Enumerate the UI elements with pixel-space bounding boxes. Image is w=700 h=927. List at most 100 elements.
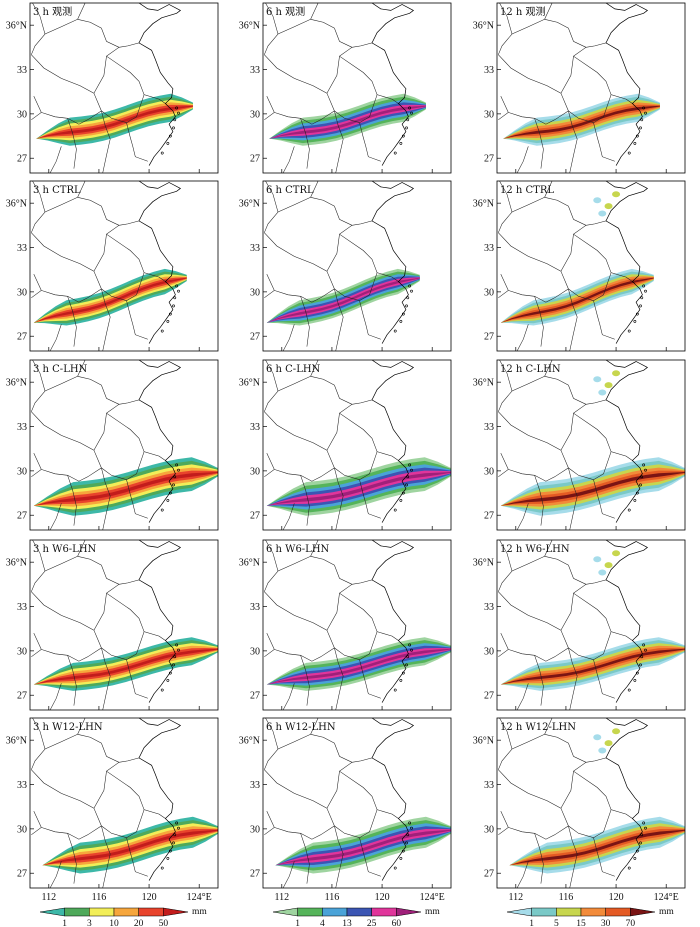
province-border — [277, 197, 335, 213]
lat-tick-label: 36°N — [473, 558, 494, 569]
province-border — [266, 273, 275, 291]
island — [168, 312, 172, 316]
province-border — [534, 475, 544, 526]
colorbar-unit: mm — [192, 907, 207, 917]
province-border — [326, 584, 353, 631]
rain-band-level-5 — [33, 648, 218, 685]
rain-band-level-6 — [33, 472, 218, 506]
province-border — [326, 630, 378, 660]
lon-tick-label: 116 — [325, 892, 340, 903]
panel-frame — [496, 359, 686, 531]
province-border — [33, 452, 42, 470]
lat-tick-label: 30 — [17, 466, 27, 477]
coastline — [605, 540, 649, 703]
province-border — [49, 503, 62, 530]
lat-tick-label: 36°N — [6, 736, 27, 747]
rain-band-level-5 — [503, 104, 660, 139]
province-border — [516, 861, 529, 888]
colorbar-level-label: 25 — [367, 919, 377, 927]
province-border — [49, 324, 62, 351]
province-border — [106, 55, 166, 104]
province-border — [101, 385, 140, 405]
island — [399, 857, 403, 860]
lat-tick-label: 27 — [250, 154, 260, 165]
province-border — [282, 861, 295, 888]
province-border — [498, 360, 513, 412]
island — [166, 857, 170, 860]
lat-tick-label: 30 — [17, 646, 27, 657]
island — [410, 289, 413, 293]
panel-label: 3 h C-LHN — [33, 364, 88, 375]
province-border — [359, 659, 381, 699]
province-border — [534, 833, 544, 884]
province-border — [544, 540, 553, 557]
island — [173, 655, 177, 659]
island — [168, 491, 172, 495]
province-border — [339, 412, 399, 461]
island — [627, 151, 631, 155]
island — [405, 841, 408, 845]
colorbar-swatch — [39, 907, 65, 917]
lat-tick-label: 36°N — [473, 199, 494, 210]
lat-tick-label: 36°N — [239, 21, 260, 32]
island — [405, 663, 408, 667]
colorbar-level-label: 50 — [159, 919, 169, 927]
province-border — [31, 467, 102, 482]
colorbar-level-label: 1 — [62, 919, 67, 927]
island — [401, 312, 405, 316]
province-border — [498, 718, 513, 770]
province-border — [33, 273, 42, 291]
province-border — [326, 450, 378, 480]
island — [175, 821, 179, 825]
island — [639, 483, 642, 487]
lat-tick-label: 33 — [250, 65, 260, 76]
province-border — [560, 47, 587, 94]
rain-cell — [612, 728, 621, 735]
province-border — [498, 54, 562, 94]
province-border — [593, 659, 615, 699]
island — [644, 468, 647, 472]
lat-tick-label: 27 — [17, 511, 27, 522]
island — [160, 688, 164, 692]
province-border — [49, 861, 62, 888]
province-border — [326, 225, 353, 272]
province-border — [334, 467, 344, 530]
lat-tick-label: 33 — [17, 65, 27, 76]
colorbar-level-label: 20 — [134, 919, 144, 927]
lon-tick-label: 124°E — [420, 892, 445, 903]
coastline — [371, 3, 415, 166]
province-border — [511, 734, 569, 750]
rain-cell — [604, 740, 613, 747]
map-panel-2: 6 h 观测 36°N 33 30 27 — [239, 2, 452, 174]
province-border — [339, 233, 399, 282]
province-border — [106, 592, 166, 641]
island — [639, 841, 642, 845]
rain-band-level-6 — [266, 648, 451, 685]
lat-tick-label: 27 — [484, 332, 494, 343]
rain-band-level-5 — [42, 828, 218, 866]
lat-tick-label: 36°N — [6, 378, 27, 389]
rain-band-level-6 — [33, 648, 218, 685]
lat-tick-label: 30 — [17, 109, 27, 120]
province-border — [266, 632, 275, 650]
colorbar-swatch — [371, 907, 397, 917]
island — [166, 320, 170, 323]
colorbar-level-label: 1 — [295, 919, 300, 927]
province-border — [534, 118, 544, 169]
rain-cell — [598, 389, 607, 396]
map-panel-11: 6 h W6-LHN 36°N 33 30 27 — [239, 539, 452, 711]
lat-tick-label: 33 — [484, 243, 494, 254]
lat-tick-label: 36°N — [473, 736, 494, 747]
lat-tick-label: 33 — [250, 243, 260, 254]
island — [644, 111, 647, 115]
lat-tick-label: 33 — [250, 422, 260, 433]
province-border — [282, 503, 295, 530]
colorbar-level-label: 13 — [342, 919, 352, 927]
panel-label: 6 h 观测 — [266, 5, 305, 18]
colorbar-swatch — [556, 907, 582, 917]
province-border — [326, 271, 378, 301]
province-border — [498, 411, 562, 451]
province-border — [334, 743, 373, 763]
province-border — [44, 19, 102, 35]
map-panel-8: 6 h C-LHN 36°N 33 30 27 — [239, 359, 452, 531]
